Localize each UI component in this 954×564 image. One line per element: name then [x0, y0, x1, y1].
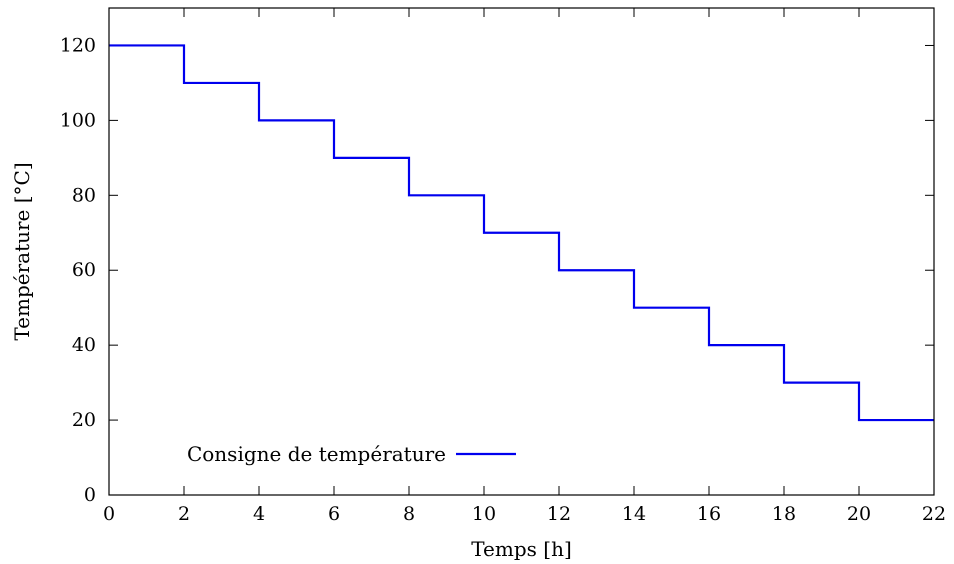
y-tick-label: 0 [84, 484, 96, 506]
x-tick-label: 20 [847, 503, 871, 525]
y-tick-label: 100 [60, 109, 96, 131]
series-line [109, 44, 934, 422]
y-tick-label: 40 [72, 334, 96, 356]
legend: Consigne de température [187, 442, 516, 466]
labels-layer: 0 2 4 6 8 10 12 14 16 18 20 22 0 20 40 60 80 100 120 [60, 34, 946, 525]
y-axis-label: Température [°C] [10, 162, 34, 340]
x-tick-label: 12 [547, 503, 571, 525]
x-tick-label: 10 [472, 503, 496, 525]
x-tick-label: 14 [622, 503, 646, 525]
legend-label: Consigne de température [187, 442, 446, 466]
x-tick-label: 6 [328, 503, 340, 525]
y-tick-label: 80 [72, 184, 96, 206]
ticks-layer [108, 8, 935, 496]
y-tick-label: 60 [72, 259, 96, 281]
series-layer [109, 44, 934, 422]
x-axis-label: Temps [h] [471, 537, 572, 561]
x-tick-label: 2 [178, 503, 190, 525]
x-tick-label: 8 [403, 503, 415, 525]
x-tick-label: 16 [697, 503, 721, 525]
x-tick-label: 4 [253, 503, 265, 525]
x-tick-label: 0 [103, 503, 115, 525]
plot-frame [108, 7, 935, 496]
y-tick-label: 120 [60, 34, 96, 56]
x-tick-label: 18 [772, 503, 796, 525]
y-tick-label: 20 [72, 409, 96, 431]
x-tick-label: 22 [922, 503, 946, 525]
